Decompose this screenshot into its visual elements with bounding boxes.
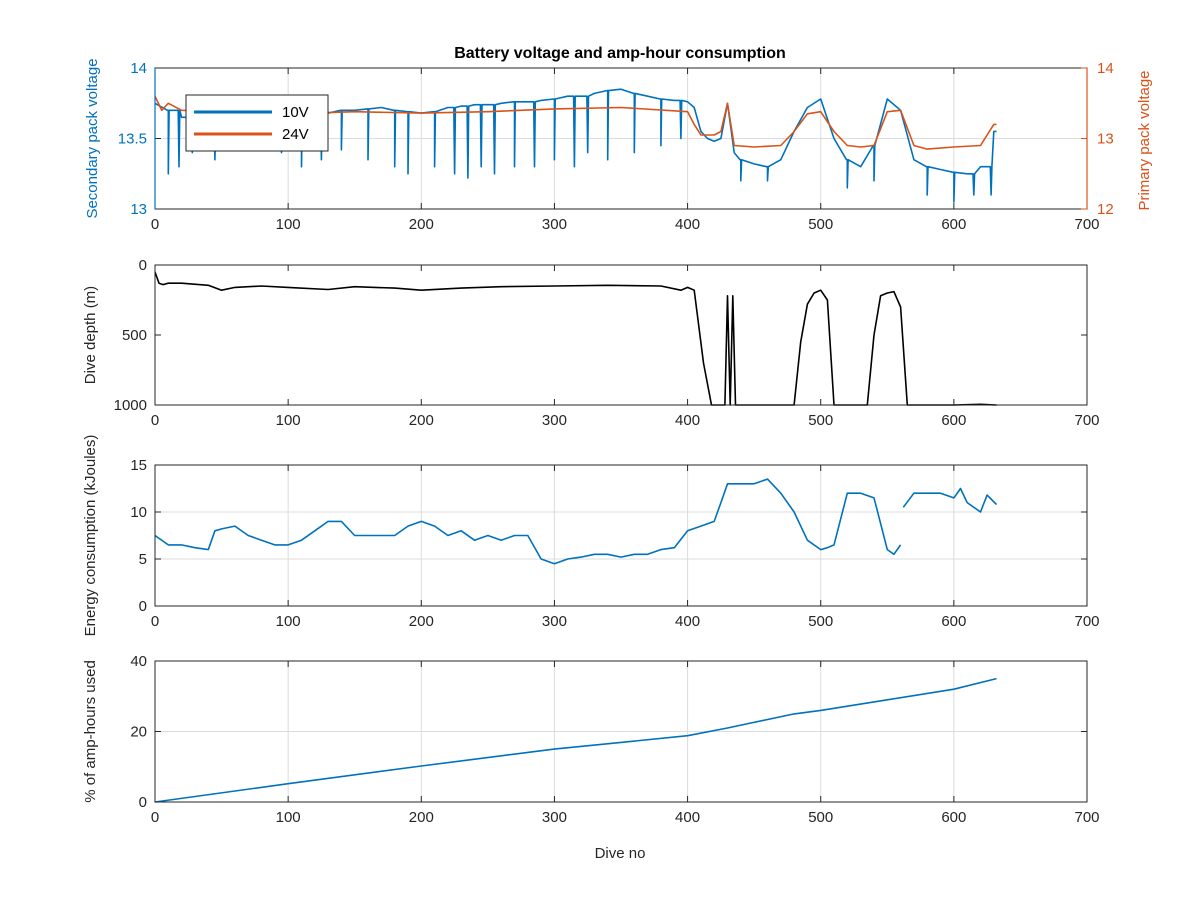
panel-3: 0 100 200 300 400 500 600 700 0 5 10 15 Energy consu…	[82, 435, 1100, 637]
y-tick-label: 13.5	[118, 131, 147, 148]
series-line-2	[902, 487, 998, 513]
panel-4-grid	[155, 661, 1087, 802]
panel-2-y-ticks: 0 500 1000	[114, 257, 1087, 414]
y-axis-label: Energy consumption (kJoules)	[82, 435, 99, 637]
legend-label-10v: 10V	[282, 104, 309, 121]
legend-label-24v: 24V	[282, 126, 309, 143]
x-tick-label: 700	[1074, 809, 1099, 826]
y-axis-label: Dive depth (m)	[82, 286, 99, 384]
panel-4-y-ticks: 0 20 40	[130, 653, 1087, 811]
y-tick-label: 20	[130, 724, 147, 741]
x-tick-label: 200	[409, 216, 434, 233]
y-tick-label: 1000	[114, 397, 147, 414]
y-tick-label: 40	[130, 653, 147, 670]
x-tick-label: 700	[1074, 613, 1099, 630]
x-tick-label: 100	[276, 809, 301, 826]
series-24v	[155, 95, 997, 150]
x-tick-label: 100	[276, 613, 301, 630]
panel-3-grid	[155, 465, 1087, 606]
x-tick-label: 0	[151, 613, 159, 630]
x-tick-label: 300	[542, 809, 567, 826]
x-tick-label: 400	[675, 809, 700, 826]
x-tick-label: 100	[276, 412, 301, 429]
x-tick-label: 300	[542, 412, 567, 429]
x-tick-label: 400	[675, 613, 700, 630]
x-tick-label: 700	[1074, 216, 1099, 233]
x-tick-label: 400	[675, 412, 700, 429]
x-tick-label: 500	[808, 412, 833, 429]
y-tick-label: 0	[139, 257, 147, 274]
y-tick-label: 14	[130, 60, 147, 77]
x-tick-label: 100	[276, 216, 301, 233]
panel-4-x-ticks: 0 100 200 300 400 500 600 700	[151, 661, 1100, 826]
legend-box	[185, 94, 329, 152]
panel-4: 0 100 200 300 400 500 600 700 0 20 40 % of amp-hour…	[82, 653, 1100, 826]
panel-4-series	[155, 677, 997, 803]
x-tick-label: 300	[542, 216, 567, 233]
x-tick-label: 600	[941, 412, 966, 429]
panel-3-x-ticks: 0 100 200 300 400 500 600 700	[151, 465, 1100, 630]
y-tick-label: 0	[139, 794, 147, 811]
panel-2-x-ticks: 0 100 200 300 400 500 600 700	[151, 265, 1100, 429]
y-tick-label-right: 12	[1097, 201, 1114, 218]
x-tick-label: 200	[409, 613, 434, 630]
x-tick-label: 500	[808, 216, 833, 233]
panel-3-axes-box	[154, 464, 1088, 607]
y-tick-label: 15	[130, 457, 147, 474]
figure-title: Battery voltage and amp-hour consumption	[454, 45, 786, 62]
y-tick-label: 5	[139, 551, 147, 568]
x-axis-label: Dive no	[595, 845, 646, 862]
x-tick-label: 200	[409, 809, 434, 826]
x-tick-label: 400	[675, 216, 700, 233]
panel-1-y-ticks-right: 12 13 14	[1081, 60, 1114, 218]
y-tick-label: 0	[139, 598, 147, 615]
x-tick-label: 200	[409, 412, 434, 429]
y-tick-label: 10	[130, 504, 147, 521]
panel-1-y-ticks: 13 13.5 14	[118, 60, 161, 218]
panel-1-x-ticks: 0 100 200 300 400 500 600 700	[151, 68, 1100, 233]
panel-2: 0 100 200 300 400 500 600 700 0 500 1000 Dive depth…	[82, 257, 1100, 429]
y-tick-label: 13	[130, 201, 147, 218]
panel-3-series	[155, 478, 998, 565]
x-tick-label: 300	[542, 613, 567, 630]
y-tick-label-right: 14	[1097, 60, 1114, 77]
panel-3-y-ticks: 0 5 10 15	[130, 457, 1087, 615]
series-line-1	[155, 677, 997, 803]
y-axis-label: % of amp-hours used	[82, 660, 99, 803]
x-tick-label: 500	[808, 809, 833, 826]
x-tick-label: 0	[151, 412, 159, 429]
panel-1: 0 100 200 300 400 500 600 700 13 13.5 14 12 13 14 Prim…	[84, 58, 1153, 233]
series-line-1	[155, 478, 902, 565]
y-tick-label-right: 13	[1097, 131, 1114, 148]
x-tick-label: 0	[151, 809, 159, 826]
y-axis-label-right: Primary pack voltage	[1136, 70, 1153, 210]
x-tick-label: 500	[808, 613, 833, 630]
x-tick-label: 700	[1074, 412, 1099, 429]
x-tick-label: 600	[941, 216, 966, 233]
y-axis-label: Secondary pack voltage	[84, 58, 101, 218]
x-tick-label: 600	[941, 613, 966, 630]
y-tick-label: 500	[122, 327, 147, 344]
x-tick-label: 600	[941, 809, 966, 826]
x-tick-label: 0	[151, 216, 159, 233]
